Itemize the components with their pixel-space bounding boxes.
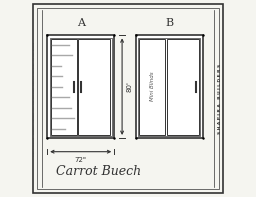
Text: A: A <box>77 18 85 28</box>
Bar <box>138 38 200 136</box>
Bar <box>51 39 77 135</box>
Text: S H A P I R A   B U I L D E R S: S H A P I R A B U I L D E R S <box>218 63 222 134</box>
Text: Carrot Buech: Carrot Buech <box>56 165 141 178</box>
Bar <box>50 38 112 136</box>
Text: 80': 80' <box>126 81 132 92</box>
Bar <box>136 35 203 138</box>
Text: Mini Blinds: Mini Blinds <box>150 72 155 101</box>
Text: 72": 72" <box>75 157 87 163</box>
Bar <box>167 39 199 135</box>
Bar <box>47 35 114 138</box>
Bar <box>78 39 110 135</box>
Text: B: B <box>165 18 173 28</box>
Bar <box>139 39 165 135</box>
Text: 1234 SOMEWHERE  PHOENIX, ARIZONA  TEL 602.555.5555  FAX 602.555.5556  AZ ROC 000: 1234 SOMEWHERE PHOENIX, ARIZONA TEL 602.… <box>34 41 35 156</box>
